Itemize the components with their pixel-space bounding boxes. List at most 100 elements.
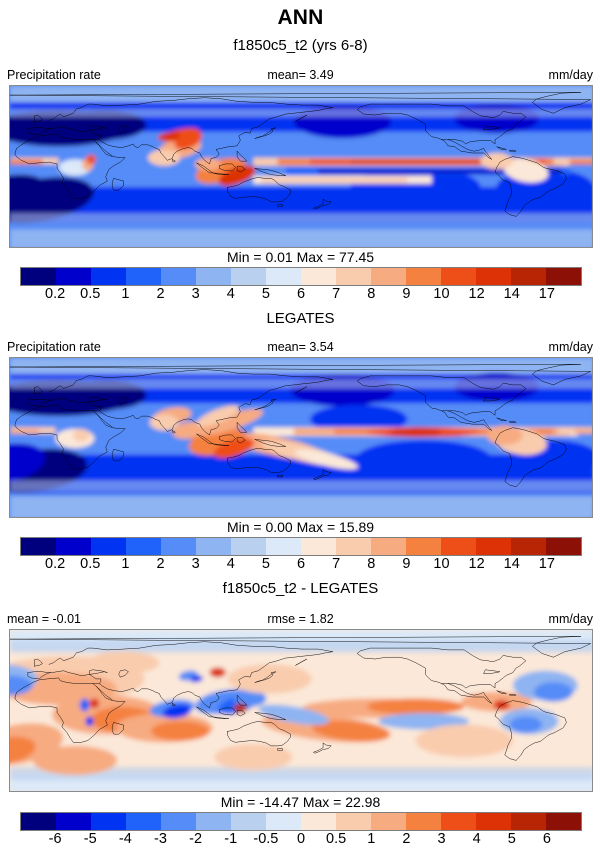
colorbar-segment [511, 813, 546, 830]
colorbar-segment [231, 268, 266, 285]
colorbar-segment [336, 813, 371, 830]
colorbar-segment [476, 268, 511, 285]
colorbar-segment [196, 538, 231, 555]
colorbar-tick-label: 14 [503, 286, 520, 302]
colorbar-segment [406, 813, 441, 830]
colorbar-panel3-ticks: -6 -5 -4 -3 -2 -1 -0.5 0 0.5 1 2 3 4 5 6 [20, 831, 582, 850]
colorbar-segment [406, 538, 441, 555]
colorbar-tick-label: 5 [261, 286, 270, 302]
colorbar-tick-label: 3 [191, 556, 200, 572]
colorbar-tick-label: 8 [367, 556, 376, 572]
panel1-units-label: mm/day [548, 68, 593, 82]
map-obs-precip [9, 357, 593, 518]
colorbar-tick-label: -2 [189, 831, 203, 847]
colorbar-segment [21, 268, 56, 285]
colorbar-segment [336, 268, 371, 285]
colorbar-tick-label: 0.5 [326, 831, 347, 847]
colorbar-segment [21, 813, 56, 830]
map-diff-precip [9, 629, 593, 792]
colorbar-tick-label: 3 [191, 286, 200, 302]
colorbar-segment [56, 268, 91, 285]
colorbar-panel1-ticks: 0.2 0.5 1 2 3 4 5 6 7 8 9 10 12 14 17 [20, 286, 582, 305]
colorbar-tick-label: 12 [468, 556, 485, 572]
colorbar-tick-label: -1 [224, 831, 238, 847]
colorbar-segment [91, 813, 126, 830]
colorbar-tick-label: 10 [433, 286, 450, 302]
colorbar-segment [441, 268, 476, 285]
colorbar-segment [266, 268, 301, 285]
colorbar-tick-label: -0.5 [253, 831, 279, 847]
colorbar-segment [301, 268, 336, 285]
colorbar-segment [231, 538, 266, 555]
colorbar-segment [126, 538, 161, 555]
panel-title-model: f1850c5_t2 (yrs 6-8) [233, 37, 368, 54]
map-model-precip [9, 85, 593, 248]
colorbar-segment [56, 538, 91, 555]
colorbar-tick-label: 17 [538, 286, 555, 302]
panel2-units-label: mm/day [548, 340, 593, 354]
colorbar-tick-label: -6 [48, 831, 62, 847]
panel-title-obs: LEGATES [266, 310, 335, 327]
colorbar-tick-label: 7 [332, 286, 341, 302]
colorbar-tick-label: 6 [296, 556, 306, 572]
panel2-variable-label: Precipitation rate [7, 340, 101, 354]
colorbar-tick-label: 10 [433, 556, 450, 572]
colorbar-segment [266, 813, 301, 830]
colorbar-segment [511, 538, 546, 555]
colorbar-tick-label: 0.2 [45, 286, 66, 302]
colorbar-tick-label: 7 [332, 556, 341, 572]
colorbar-segment [126, 813, 161, 830]
colorbar-segment [126, 268, 161, 285]
colorbar-panel1 [20, 267, 582, 286]
colorbar-tick-label: -4 [118, 831, 132, 847]
colorbar-tick-label: 8 [367, 286, 376, 302]
colorbar-tick-label: 2 [156, 556, 165, 572]
panel3-rmse-label: rmse = 1.82 [267, 612, 334, 626]
colorbar-tick-label: 0 [296, 831, 306, 847]
colorbar-tick-label: 17 [538, 556, 555, 572]
panel-title-diff: f1850c5_t2 - LEGATES [222, 580, 379, 597]
colorbar-segment [441, 538, 476, 555]
main-title: ANN [277, 6, 324, 29]
colorbar-segment [406, 268, 441, 285]
colorbar-tick-label: 2 [402, 831, 411, 847]
colorbar-segment [91, 538, 126, 555]
colorbar-tick-label: 4 [226, 286, 235, 302]
colorbar-tick-label: 6 [296, 286, 306, 302]
colorbar-tick-label: 2 [156, 286, 165, 302]
colorbar-tick-label: 1 [367, 831, 376, 847]
colorbar-tick-label: 5 [261, 556, 270, 572]
colorbar-segment [441, 813, 476, 830]
colorbar-tick-label: 4 [226, 556, 235, 572]
colorbar-tick-label: -3 [154, 831, 167, 847]
colorbar-segment [371, 813, 406, 830]
colorbar-tick-label: 6 [542, 831, 551, 847]
colorbar-tick-label: 0.5 [80, 286, 101, 302]
panel1-variable-label: Precipitation rate [7, 68, 101, 82]
panel1-mean-label: mean= 3.49 [267, 68, 334, 82]
colorbar-segment [56, 813, 91, 830]
colorbar-segment [161, 268, 196, 285]
colorbar-tick-label: 4 [472, 831, 481, 847]
colorbar-tick-label: 3 [437, 831, 446, 847]
colorbar-tick-label: 5 [507, 831, 516, 847]
colorbar-panel3 [20, 812, 582, 831]
colorbar-segment [336, 538, 371, 555]
colorbar-segment [266, 538, 301, 555]
colorbar-segment [21, 538, 56, 555]
colorbar-tick-label: -5 [83, 831, 97, 847]
colorbar-segment [546, 538, 581, 555]
colorbar-tick-label: 9 [402, 556, 411, 572]
colorbar-segment [511, 268, 546, 285]
colorbar-segment [196, 268, 231, 285]
colorbar-segment [301, 813, 336, 830]
panel3-minmax-label: Min = -14.47 Max = 22.98 [220, 794, 381, 810]
panel3-units-label: mm/day [548, 612, 593, 626]
colorbar-tick-label: 9 [402, 286, 411, 302]
colorbar-segment [161, 813, 196, 830]
colorbar-tick-label: 1 [121, 286, 130, 302]
panel3-mean-label: mean = -0.01 [7, 612, 82, 626]
colorbar-panel2-ticks: 0.2 0.5 1 2 3 4 5 6 7 8 9 10 12 14 17 [20, 556, 582, 575]
colorbar-segment [371, 268, 406, 285]
colorbar-segment [301, 538, 336, 555]
